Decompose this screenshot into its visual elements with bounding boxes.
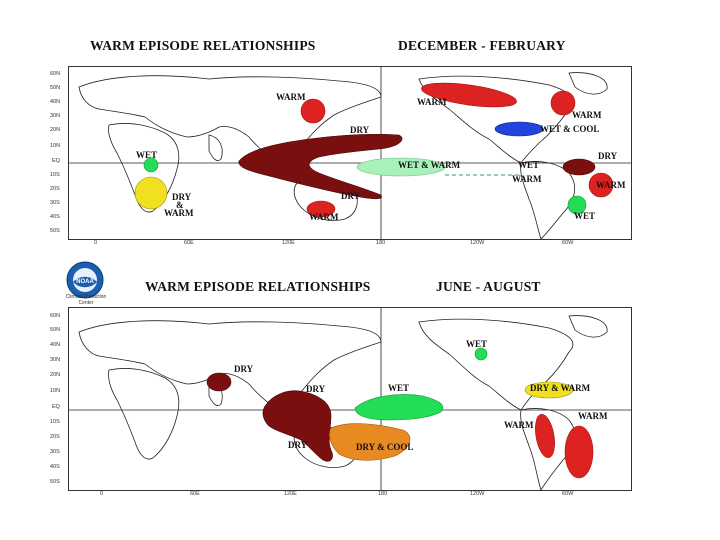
label-dry-australia: DRY — [341, 191, 361, 201]
wet-region-pacific — [354, 394, 443, 421]
label-warm-brazil: WARM — [578, 411, 608, 421]
lat-tick: EQ — [52, 404, 60, 410]
lat-tick: 30N — [50, 357, 61, 363]
bottom-title-left: WARM EPISODE RELATIONSHIPS — [145, 279, 371, 294]
top-title-left: WARM EPISODE RELATIONSHIPS — [90, 38, 316, 53]
cool-region-gulf — [494, 121, 544, 137]
warm-region-ne-us — [550, 90, 576, 116]
dry-warm-region-safrica — [134, 176, 168, 210]
lon-tick: 60W — [562, 491, 574, 497]
label-dry-warm-safrica-3: WARM — [164, 208, 194, 218]
warm-region-peru — [535, 413, 555, 459]
warm-region-brazil — [564, 425, 594, 479]
label-dry-australia: DRY — [288, 440, 308, 450]
top-anomaly-regions — [134, 82, 614, 218]
continent-outlines — [78, 315, 608, 490]
label-dry-venezuela: DRY — [598, 151, 618, 161]
label-warm-japan: WARM — [276, 92, 306, 102]
lon-tick: 120W — [470, 491, 485, 497]
label-wet-argentina: WET — [574, 211, 596, 221]
lat-tick: 40N — [50, 342, 61, 348]
noaa-logo: NOAA — [66, 261, 104, 299]
lat-tick: 50S — [50, 479, 60, 485]
label-wet-ecuador: WET — [518, 160, 540, 170]
dry-region-indonesia — [262, 390, 333, 462]
lat-tick: 50S — [50, 228, 60, 234]
label-wet-us: WET — [466, 339, 488, 349]
label-warm-canada: WARM — [417, 97, 447, 107]
lat-tick: 10N — [50, 388, 61, 394]
lat-tick: 40S — [50, 214, 60, 220]
label-dry-warm-safrica-1: DRY — [172, 192, 192, 202]
dry-region-indonesia — [238, 133, 403, 200]
lon-tick: 120E — [284, 491, 297, 497]
noaa-logo-text: NOAA — [76, 279, 94, 285]
warm-region-brazil — [588, 172, 614, 198]
wet-warm-region-pacific — [356, 157, 446, 177]
dry-warm-region-caribbean — [524, 381, 574, 399]
lat-tick: 60N — [50, 71, 61, 77]
lat-tick: EQ — [52, 158, 60, 164]
bottom-title-right: JUNE - AUGUST — [436, 279, 541, 294]
label-warm-ne-us: WARM — [572, 110, 602, 120]
top-map-svg — [69, 67, 631, 239]
lat-tick: 40N — [50, 99, 61, 105]
warm-region-se-australia — [306, 200, 336, 218]
lat-tick: 10S — [50, 172, 60, 178]
dry-cool-region-pacific — [329, 423, 411, 461]
lon-tick: 60E — [184, 240, 194, 246]
bottom-anomaly-regions — [206, 347, 594, 479]
lon-tick: 60W — [562, 240, 574, 246]
label-wet-pacific: WET — [388, 383, 410, 393]
label-warm-peru: WARM — [512, 174, 542, 184]
label-warm-se-australia: WARM — [309, 212, 339, 222]
lat-tick: 30N — [50, 113, 61, 119]
lat-tick: 10N — [50, 143, 61, 149]
bottom-map-panel — [68, 307, 632, 491]
label-dry-warm-safrica-2: & — [176, 200, 184, 210]
lon-tick: 180 — [376, 240, 386, 246]
lat-tick: 30S — [50, 449, 60, 455]
lat-tick: 30S — [50, 200, 60, 206]
lat-tick: 20S — [50, 186, 60, 192]
lat-tick: 50N — [50, 85, 61, 91]
label-dry-indonesia: DRY — [306, 384, 326, 394]
wet-region-argentina — [567, 195, 587, 215]
lat-tick: 50N — [50, 327, 61, 333]
warm-region-canada — [421, 82, 517, 108]
label-warm-peru: WARM — [504, 420, 534, 430]
lat-tick: 60N — [50, 313, 61, 319]
warm-region-japan — [300, 98, 326, 124]
lat-tick: 10S — [50, 419, 60, 425]
lat-tick: 20N — [50, 127, 61, 133]
lat-tick: 20S — [50, 434, 60, 440]
label-wet-warm-pacific: WET & WARM — [398, 160, 461, 170]
label-wet-cool-us: WET & COOL — [540, 124, 600, 134]
top-title-right: DECEMBER - FEBRUARY — [398, 38, 566, 53]
continent-outlines — [78, 72, 608, 239]
lon-tick: 60E — [190, 491, 200, 497]
lon-tick: 120W — [470, 240, 485, 246]
wet-region-us — [474, 347, 488, 361]
label-dry-cool-pacific: DRY & COOL — [356, 442, 414, 452]
dry-region-india — [206, 372, 232, 392]
label-warm-brazil: WARM — [596, 180, 626, 190]
wet-region-east-africa — [143, 157, 159, 173]
lat-tick: 20N — [50, 372, 61, 378]
lon-tick: 180 — [378, 491, 388, 497]
label-dry-india: DRY — [234, 364, 254, 374]
lon-tick: 120E — [282, 240, 295, 246]
label-dry-indonesia: DRY — [350, 125, 370, 135]
dry-region-venezuela — [562, 158, 596, 176]
label-dry-warm-caribbean: DRY & WARM — [530, 383, 591, 393]
logo-caption: Climate Prediction Center — [65, 294, 107, 306]
lon-tick: 0 — [94, 240, 98, 246]
lon-tick: 0 — [100, 491, 104, 497]
top-map-panel — [68, 66, 632, 240]
label-wet-africa: WET — [136, 150, 158, 160]
lat-tick: 40S — [50, 464, 60, 470]
bottom-map-svg — [69, 308, 631, 490]
